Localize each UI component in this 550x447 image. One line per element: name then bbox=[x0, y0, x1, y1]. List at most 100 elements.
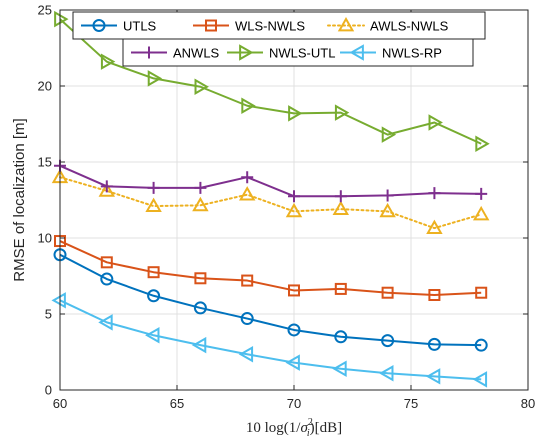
x-tick-label: 65 bbox=[170, 396, 184, 411]
y-tick-label: 25 bbox=[38, 3, 52, 18]
data-point bbox=[191, 336, 207, 354]
legend-label: ANWLS bbox=[173, 46, 220, 61]
data-point bbox=[54, 10, 69, 28]
data-point bbox=[381, 126, 397, 143]
x-label-superscript: 2 bbox=[308, 417, 313, 428]
legend-label: NWLS-UTL bbox=[269, 46, 335, 61]
data-point bbox=[98, 182, 116, 197]
x-tick-label: 70 bbox=[287, 396, 301, 411]
data-point bbox=[288, 105, 303, 122]
data-point bbox=[285, 202, 303, 218]
data-point bbox=[193, 301, 207, 315]
y-tick-label: 5 bbox=[45, 307, 52, 322]
data-point bbox=[147, 289, 161, 303]
data-point bbox=[428, 114, 443, 131]
axis-ticks: 60 65 70 75 80 0 5 10 15 20 25 bbox=[38, 3, 536, 412]
data-point bbox=[472, 371, 488, 388]
data-point bbox=[238, 186, 256, 201]
data-point bbox=[145, 327, 160, 344]
x-label-prefix: 10 log(1/ bbox=[246, 420, 301, 436]
legend-marker bbox=[205, 19, 217, 32]
legend-label: AWLS-NWLS bbox=[370, 19, 449, 34]
data-point bbox=[427, 337, 441, 351]
data-point bbox=[334, 190, 347, 203]
data-point bbox=[100, 272, 114, 286]
series-nwls-utl bbox=[54, 10, 490, 152]
x-tick-label: 80 bbox=[521, 396, 535, 411]
data-point bbox=[475, 286, 488, 299]
series-layer bbox=[51, 10, 490, 388]
data-point bbox=[145, 197, 162, 212]
data-point bbox=[428, 289, 441, 301]
data-point bbox=[194, 181, 207, 194]
legend-entry: ANWLS bbox=[131, 46, 220, 61]
data-point bbox=[51, 292, 66, 309]
y-tick-label: 0 bbox=[45, 383, 52, 398]
data-point bbox=[332, 200, 350, 215]
data-point bbox=[288, 284, 300, 297]
data-point bbox=[472, 205, 490, 221]
data-point bbox=[381, 334, 395, 348]
data-point bbox=[428, 187, 441, 200]
series-line bbox=[59, 240, 482, 296]
legend-marker bbox=[143, 46, 155, 59]
legend-entry: AWLS-NWLS bbox=[327, 16, 449, 34]
data-point bbox=[381, 189, 394, 202]
data-point bbox=[379, 202, 396, 218]
data-point bbox=[332, 360, 347, 377]
data-point bbox=[287, 323, 301, 337]
legend-label: WLS-NWLS bbox=[235, 19, 305, 34]
data-point bbox=[334, 282, 347, 295]
x-label-subscript: i bbox=[307, 428, 310, 439]
series-line bbox=[59, 299, 482, 381]
data-point bbox=[98, 314, 113, 331]
data-point bbox=[194, 78, 209, 95]
y-tick-label: 10 bbox=[38, 231, 52, 246]
series-nwls-rp bbox=[51, 292, 488, 388]
data-point bbox=[241, 171, 254, 184]
legend-entry: UTLS bbox=[81, 19, 157, 34]
data-point bbox=[334, 104, 350, 121]
legend-label: NWLS-RP bbox=[382, 46, 442, 61]
data-point bbox=[100, 180, 113, 193]
data-point bbox=[194, 272, 207, 285]
data-point bbox=[100, 53, 116, 70]
legend: UTLS WLS-NWLS AWLS-NWLS ANWLS NWLS-UTL NWLS-R… bbox=[72, 11, 486, 67]
data-point bbox=[425, 368, 441, 385]
series-anwls bbox=[54, 159, 488, 203]
data-point bbox=[100, 256, 113, 269]
y-tick-label: 20 bbox=[38, 79, 52, 94]
data-point bbox=[241, 97, 256, 114]
series-line bbox=[59, 176, 483, 230]
legend-entry: WLS-NWLS bbox=[193, 19, 305, 34]
data-point bbox=[334, 330, 348, 344]
x-axis-label: 10 log(1/σ2 i)[dB] bbox=[246, 417, 342, 439]
data-point bbox=[240, 312, 254, 326]
data-point bbox=[147, 70, 163, 87]
x-tick-label: 60 bbox=[53, 396, 67, 411]
series-line bbox=[59, 253, 482, 347]
data-point bbox=[241, 274, 254, 287]
data-point bbox=[379, 365, 394, 382]
series-utls bbox=[53, 248, 488, 352]
series-line bbox=[59, 164, 482, 198]
legend-entry: NWLS-RP bbox=[340, 44, 442, 61]
data-point bbox=[147, 181, 160, 194]
legend-marker bbox=[337, 16, 355, 32]
y-tick-label: 15 bbox=[38, 155, 52, 170]
y-axis-label: RMSE of localization [m] bbox=[11, 118, 28, 281]
legend-marker bbox=[239, 44, 254, 61]
x-tick-label: 75 bbox=[404, 396, 418, 411]
legend-marker bbox=[92, 19, 106, 32]
data-point bbox=[474, 338, 488, 352]
data-point bbox=[147, 266, 160, 279]
legend-box bbox=[122, 38, 474, 67]
data-point bbox=[288, 190, 300, 203]
data-point bbox=[475, 187, 488, 200]
data-point bbox=[285, 354, 300, 371]
series-line bbox=[59, 18, 482, 145]
legend-entry: NWLS-UTL bbox=[227, 44, 335, 61]
legend-marker bbox=[349, 44, 364, 61]
